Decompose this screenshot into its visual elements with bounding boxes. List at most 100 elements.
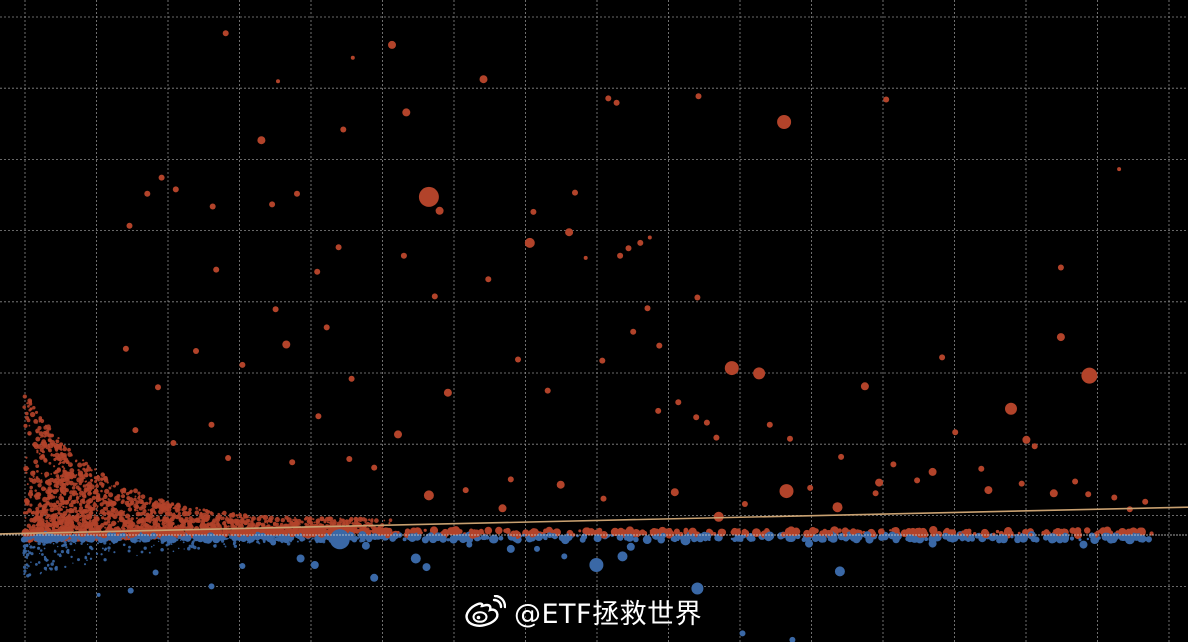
- cloud-point-negative: [64, 543, 68, 547]
- baseline-band-point: [489, 535, 498, 544]
- scatter-point-positive: [724, 361, 739, 376]
- cloud-point-positive: [88, 472, 92, 477]
- cloud-point-positive: [35, 464, 40, 468]
- cloud-point-positive: [80, 513, 86, 518]
- cloud-point-positive: [188, 524, 194, 529]
- baseline-band-point: [950, 529, 957, 536]
- baseline-band-point: [803, 529, 811, 538]
- scatter-point-positive: [1085, 491, 1092, 498]
- cloud-point-positive: [203, 517, 209, 523]
- baseline-band-point: [371, 533, 379, 540]
- cloud-point-negative: [32, 545, 36, 549]
- scatter-point-negative: [691, 582, 704, 595]
- scatter-point-positive: [777, 115, 792, 129]
- cloud-point-positive: [227, 525, 230, 528]
- cloud-point-positive: [65, 506, 68, 509]
- baseline-band-point: [781, 531, 786, 537]
- cloud-point-positive: [102, 511, 107, 516]
- cloud-point-negative: [37, 561, 41, 564]
- cloud-point-positive: [140, 494, 146, 500]
- cloud-point-positive: [29, 411, 36, 418]
- cloud-point-positive: [130, 500, 135, 505]
- cloud-point-positive: [52, 465, 56, 468]
- cloud-point-positive: [82, 459, 85, 462]
- cloud-point-positive: [38, 509, 43, 514]
- cloud-point-positive: [91, 506, 96, 511]
- baseline-band-point: [1041, 530, 1046, 536]
- dense-point-cloud: [20, 394, 1154, 578]
- cloud-point-positive: [114, 507, 118, 511]
- cloud-point-positive: [25, 511, 29, 515]
- cloud-point-positive: [195, 506, 199, 510]
- baseline-band-point: [181, 536, 186, 541]
- baseline-band-point: [819, 530, 825, 536]
- baseline-band-point: [813, 528, 819, 534]
- scatter-point-negative: [361, 541, 370, 550]
- cloud-point-negative: [37, 546, 40, 549]
- cloud-point-positive: [62, 506, 65, 508]
- cloud-point-negative: [87, 552, 90, 556]
- scatter-point-positive: [225, 455, 232, 461]
- cloud-point-positive: [48, 443, 54, 449]
- baseline-band-point: [402, 537, 407, 542]
- cloud-point-positive: [96, 509, 99, 512]
- baseline-band-point: [299, 536, 305, 542]
- cloud-point-positive: [315, 519, 320, 525]
- cloud-point-positive: [293, 521, 298, 525]
- cloud-point-positive: [49, 493, 52, 496]
- cloud-point-negative: [43, 543, 46, 546]
- cloud-point-positive: [92, 521, 97, 526]
- baseline-band-point: [617, 535, 624, 541]
- cloud-point-positive: [29, 496, 32, 499]
- baseline-band-point: [742, 534, 746, 539]
- cloud-point-positive: [229, 516, 232, 519]
- cloud-point-positive: [48, 528, 52, 532]
- cloud-point-positive: [221, 512, 224, 515]
- baseline-band-point: [1089, 533, 1093, 537]
- scatter-point-positive: [294, 190, 300, 197]
- cloud-point-negative: [69, 542, 73, 546]
- cloud-point-positive: [149, 507, 156, 514]
- baseline-band-point: [202, 534, 207, 539]
- watermark-text: @ETF拯救世界: [514, 599, 703, 630]
- cloud-point-positive: [100, 523, 105, 528]
- baseline-band-point: [527, 535, 531, 539]
- cloud-point-negative: [224, 545, 227, 548]
- cloud-point-positive: [24, 498, 30, 504]
- cloud-point-positive: [199, 524, 204, 529]
- scatter-point-positive: [335, 244, 342, 251]
- cloud-point-positive: [219, 531, 222, 534]
- scatter-point-negative: [1079, 540, 1088, 549]
- cloud-point-positive: [107, 511, 111, 515]
- cloud-point-positive: [118, 516, 123, 521]
- baseline-band-point: [249, 531, 255, 537]
- cloud-point-negative: [52, 559, 55, 563]
- baseline-band-point: [673, 528, 680, 535]
- baseline-band-point: [1074, 527, 1082, 534]
- cloud-point-positive: [75, 498, 79, 502]
- cloud-point-positive: [92, 502, 98, 508]
- cloud-point-positive: [247, 518, 251, 523]
- cloud-point-positive: [55, 500, 60, 504]
- scatter-point-positive: [400, 252, 407, 259]
- baseline-band-point: [878, 529, 882, 533]
- scatter-point-positive: [617, 252, 624, 259]
- cloud-point-positive: [255, 522, 259, 527]
- cloud-point-positive: [42, 503, 48, 509]
- cloud-point-positive: [194, 517, 200, 523]
- cloud-point-positive: [49, 496, 53, 500]
- baseline-band-point: [995, 529, 1000, 534]
- cloud-point-positive: [44, 511, 47, 514]
- cloud-point-negative: [70, 555, 73, 559]
- cloud-point-positive: [130, 517, 134, 521]
- cloud-point-positive: [348, 518, 353, 522]
- cloud-point-negative: [104, 547, 108, 551]
- scatter-point-positive: [630, 328, 637, 335]
- baseline-band-point: [69, 534, 73, 538]
- scatter-point-positive: [144, 190, 151, 197]
- cloud-point-positive: [65, 500, 70, 505]
- cloud-point-positive: [118, 498, 121, 501]
- cloud-point-positive: [73, 506, 78, 511]
- cloud-point-positive: [108, 503, 111, 506]
- cloud-point-positive: [42, 496, 48, 503]
